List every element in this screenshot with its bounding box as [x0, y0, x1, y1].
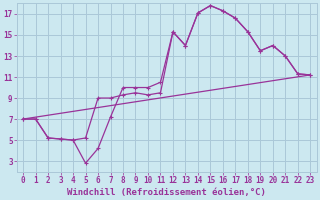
X-axis label: Windchill (Refroidissement éolien,°C): Windchill (Refroidissement éolien,°C): [67, 188, 266, 197]
